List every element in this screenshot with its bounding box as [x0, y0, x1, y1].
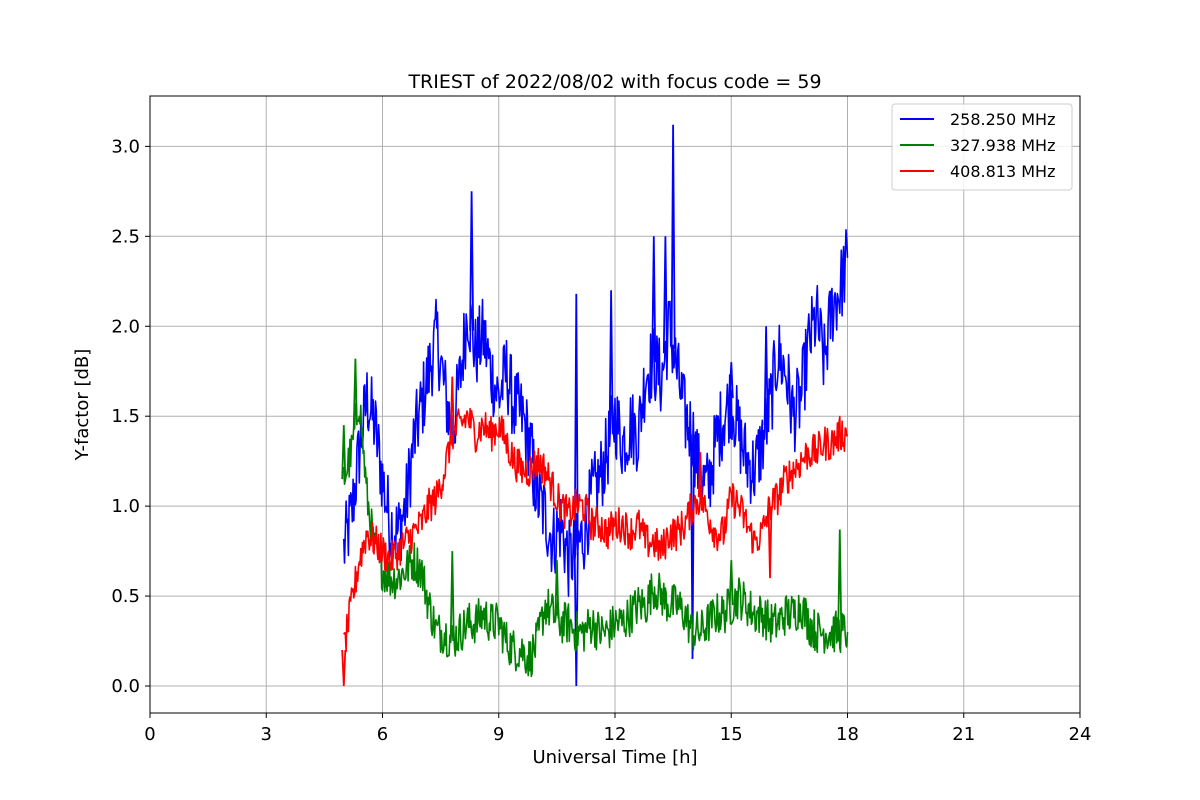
x-axis-title: Universal Time [h]: [532, 747, 697, 768]
series-line: [343, 229, 849, 598]
y-axis-title: Y-factor [dB]: [72, 349, 93, 462]
x-tick-label: 24: [1069, 724, 1092, 745]
series-spike: [341, 649, 347, 687]
series-spike: [573, 551, 579, 687]
y-tick-label: 3.0: [111, 136, 140, 157]
y-tick-label: 2.0: [111, 316, 140, 337]
x-tick-label: 21: [952, 724, 975, 745]
series-spike: [573, 632, 579, 651]
series-spike: [554, 560, 560, 619]
y-tick-label: 0.5: [111, 586, 140, 607]
series-spike: [469, 191, 475, 331]
series-spike: [837, 529, 843, 633]
series-spike: [449, 551, 455, 642]
x-tick-label: 9: [493, 724, 504, 745]
series-line: [343, 407, 849, 653]
chart-title: TRIEST of 2022/08/02 with focus code = 5…: [407, 71, 821, 93]
legend-box: [891, 103, 1073, 191]
series-spike: [670, 124, 676, 349]
x-tick-label: 15: [720, 724, 743, 745]
series-spike: [728, 560, 734, 606]
legend-label: 327.938 MHz: [950, 136, 1055, 155]
series-line: [343, 402, 849, 678]
ticks: 0 3 6 9 12 15 18 21 24 0.0 0.5 1.0 1.5 2.0 2.5 3.0: [111, 136, 1091, 745]
x-tick-label: 18: [836, 724, 859, 745]
y-tick-label: 2.5: [111, 226, 140, 247]
legend: 258.250 MHz 327.938 MHz 408.813 MHz: [891, 103, 1073, 191]
series-spike: [651, 236, 657, 363]
series-spike: [728, 362, 734, 399]
series-spike: [608, 290, 614, 435]
series-spike: [662, 236, 668, 354]
series-spike: [531, 470, 537, 507]
series-2-group: [341, 358, 849, 678]
y-tick-label: 0.0: [111, 676, 140, 697]
x-tick-label: 0: [144, 724, 155, 745]
legend-label: 258.250 MHz: [950, 110, 1055, 129]
x-tick-label: 12: [604, 724, 627, 745]
legend-label: 408.813 MHz: [950, 162, 1055, 181]
x-tick-label: 3: [261, 724, 272, 745]
x-tick-label: 6: [377, 724, 388, 745]
series-spike: [449, 376, 455, 435]
series-spike: [697, 452, 703, 498]
series-3-group: [341, 376, 849, 687]
y-tick-label: 1.5: [111, 406, 140, 427]
series-spike: [341, 425, 347, 480]
series-spike: [573, 293, 579, 552]
series-spike: [763, 326, 769, 426]
series-spike: [767, 506, 773, 579]
y-tick-label: 1.0: [111, 496, 140, 517]
series-spike: [352, 358, 358, 426]
series-layer: [341, 124, 849, 687]
series-1-group: [343, 124, 849, 687]
